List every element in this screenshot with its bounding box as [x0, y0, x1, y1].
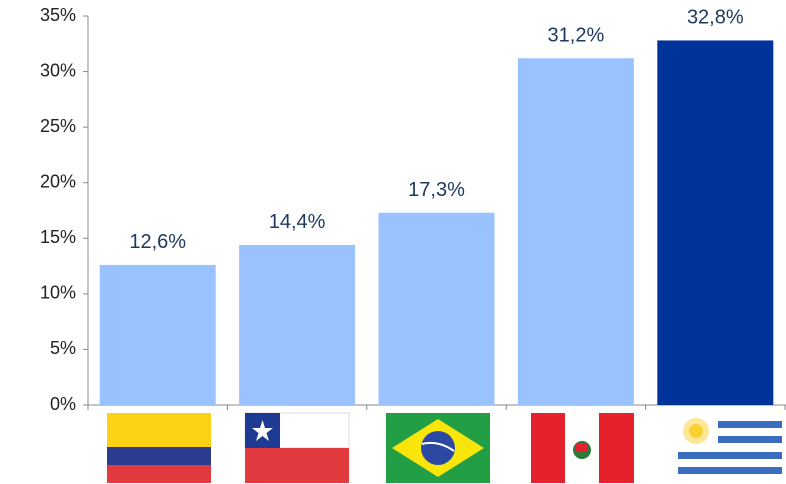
data-label: 14,4%: [269, 211, 326, 233]
y-tick-label: 5%: [50, 338, 76, 358]
flag-uruguay: [678, 413, 782, 483]
data-label: 32,8%: [687, 7, 744, 29]
bar: [378, 212, 495, 405]
y-tick-label: 20%: [40, 171, 76, 191]
y-tick-label: 15%: [40, 227, 76, 247]
data-label: 17,3%: [408, 179, 465, 201]
flag-peru: [531, 413, 634, 483]
bar: [517, 58, 634, 406]
flag-brazil: [386, 413, 490, 483]
flags: [107, 412, 782, 483]
y-tick-label: 30%: [40, 60, 76, 80]
bar: [657, 40, 774, 406]
y-tick-label: 25%: [40, 116, 76, 136]
flag-chile: [244, 412, 350, 483]
bar: [99, 264, 216, 405]
data-label: 31,2%: [548, 25, 605, 47]
y-tick-label: 35%: [40, 5, 76, 25]
bar: [239, 244, 356, 405]
data-label: 12,6%: [129, 231, 186, 253]
y-tick-label: 10%: [40, 283, 76, 303]
flag-colombia: [107, 413, 211, 483]
y-tick-label: 0%: [50, 394, 76, 414]
